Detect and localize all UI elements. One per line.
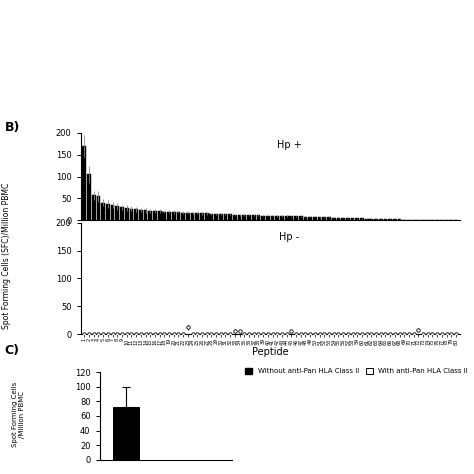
Bar [125, 208, 128, 220]
Bar [238, 215, 241, 220]
Bar [398, 219, 401, 220]
Bar [275, 216, 279, 220]
Bar [97, 196, 100, 220]
Bar [200, 213, 204, 220]
Bar [256, 215, 260, 220]
Bar [417, 219, 420, 220]
Bar [92, 195, 96, 220]
Bar [346, 218, 350, 220]
Bar [144, 210, 147, 220]
Bar [261, 216, 265, 220]
Bar [337, 218, 340, 220]
Bar [224, 214, 228, 220]
Bar [303, 217, 307, 220]
Bar [219, 214, 223, 220]
Bar [210, 214, 213, 220]
Text: B): B) [5, 121, 20, 134]
Text: Spot Forming Cells
/Million PBMC: Spot Forming Cells /Million PBMC [12, 382, 26, 447]
Bar [172, 212, 175, 220]
Bar [369, 219, 373, 220]
Text: Hp -: Hp - [279, 232, 299, 242]
Bar [228, 214, 232, 220]
Bar [351, 218, 355, 220]
Bar [247, 215, 251, 220]
Bar [341, 218, 345, 220]
Bar [327, 218, 331, 220]
Bar [360, 218, 364, 220]
Text: Spot Forming Cells (SFC)/Million PBMC: Spot Forming Cells (SFC)/Million PBMC [2, 183, 11, 329]
Bar [106, 204, 110, 220]
Text: C): C) [5, 344, 20, 356]
Bar [388, 219, 392, 220]
Bar [176, 212, 180, 220]
Bar [271, 216, 274, 220]
Bar [148, 211, 152, 220]
Bar [290, 217, 293, 220]
X-axis label: Peptide: Peptide [252, 347, 289, 357]
Bar [383, 219, 387, 220]
Bar [205, 213, 209, 220]
Bar [308, 217, 312, 220]
Bar [242, 215, 246, 220]
Bar [402, 219, 406, 220]
Bar [87, 174, 91, 220]
Bar [252, 215, 255, 220]
Bar [129, 209, 133, 220]
Bar [186, 212, 190, 220]
Bar [191, 213, 194, 220]
Bar [365, 219, 368, 220]
Bar [299, 217, 302, 220]
Bar [322, 218, 326, 220]
Bar [393, 219, 397, 220]
Bar [82, 146, 86, 220]
Bar [120, 207, 124, 220]
Text: Hp +: Hp + [277, 140, 301, 150]
Bar [294, 217, 298, 220]
Bar [181, 212, 185, 220]
Bar [412, 219, 416, 220]
Bar [214, 214, 218, 220]
Bar [153, 211, 157, 220]
Bar [374, 219, 378, 220]
Bar [313, 217, 317, 220]
Bar [379, 219, 383, 220]
Bar [115, 206, 119, 220]
Bar [280, 216, 284, 220]
Bar [233, 215, 237, 220]
Bar [113, 407, 139, 460]
Bar [195, 213, 199, 220]
Bar [266, 216, 270, 220]
Bar [407, 219, 411, 220]
Bar [134, 210, 138, 220]
Bar [167, 212, 171, 220]
Bar [318, 218, 321, 220]
Bar [139, 210, 143, 220]
Bar [285, 216, 289, 220]
Bar [356, 218, 359, 220]
Bar [101, 203, 105, 220]
Legend: Without anti-Pan HLA Class II, With anti-Pan HLA Class II: Without anti-Pan HLA Class II, With anti… [242, 365, 471, 377]
Bar [332, 218, 336, 220]
Bar [163, 212, 166, 220]
Bar [111, 205, 114, 220]
Bar [158, 211, 162, 220]
